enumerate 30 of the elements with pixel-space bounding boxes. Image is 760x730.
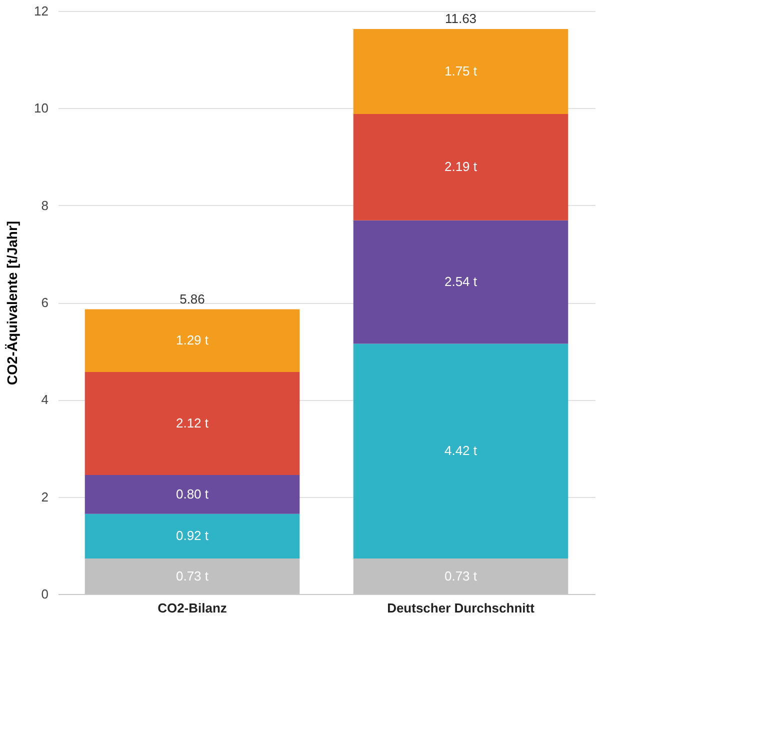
- bar: [84, 514, 300, 559]
- x-tick-label: CO2-Bilanz: [158, 600, 228, 616]
- data-label: 0.92 t: [176, 528, 209, 544]
- data-label: 2.12 t: [176, 415, 209, 430]
- y-tick-label: 4: [41, 392, 48, 408]
- bar: [84, 309, 300, 372]
- bar: [353, 344, 568, 559]
- y-axis-title: CO2-Äquivalente [t/Jahr]: [4, 220, 20, 386]
- data-label: 2.19 t: [444, 159, 478, 174]
- data-label: 2.54 t: [444, 274, 478, 290]
- total-label: 5.86: [180, 291, 205, 306]
- y-tick-label: 8: [41, 198, 48, 213]
- y-tick-label: 0: [41, 586, 48, 602]
- y-tick-label: 2: [41, 489, 48, 504]
- bar: [84, 372, 300, 475]
- bar: [353, 28, 568, 114]
- data-label: 1.75 t: [444, 63, 478, 78]
- y-tick-label: 10: [34, 100, 48, 116]
- data-label: 0.73 t: [444, 568, 478, 584]
- bar: [353, 220, 568, 344]
- data-label: 0.73 t: [176, 568, 209, 584]
- x-tick-label: Deutscher Durchschnitt: [387, 600, 536, 616]
- bar: [84, 474, 300, 514]
- y-tick-label: 12: [34, 4, 48, 18]
- y-tick-label: 6: [41, 295, 48, 310]
- bar: [353, 114, 568, 220]
- data-label: 4.42 t: [444, 443, 478, 458]
- total-label: 11.63: [444, 10, 477, 26]
- data-label: 1.29 t: [176, 332, 209, 348]
- data-label: 0.80 t: [176, 486, 209, 502]
